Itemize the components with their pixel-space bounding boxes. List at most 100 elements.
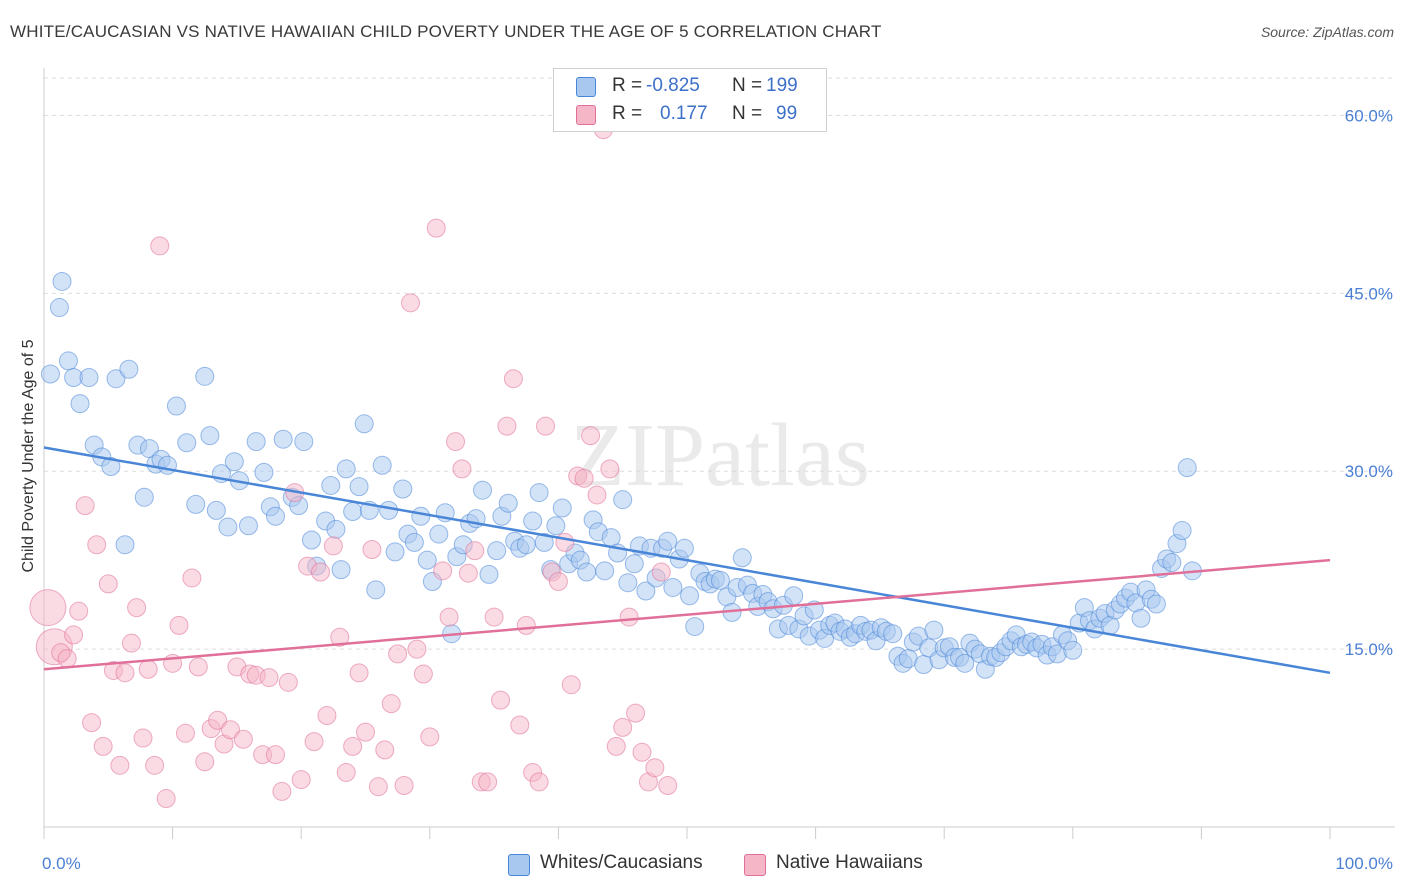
data-point <box>343 736 363 756</box>
data-point <box>574 468 594 488</box>
legend-row-hawaiians: R = 0.177 N = 99 <box>554 101 826 129</box>
data-point <box>175 723 195 743</box>
data-point <box>200 426 220 446</box>
legend-n-value: 199 <box>766 75 798 96</box>
data-point <box>150 236 170 256</box>
data-point <box>479 564 499 584</box>
data-point <box>195 752 215 772</box>
data-point <box>401 293 421 313</box>
data-point <box>336 459 356 479</box>
data-point <box>49 298 69 318</box>
data-point <box>375 740 395 760</box>
data-point <box>224 452 244 472</box>
legend-swatch-hawaiians <box>576 105 596 125</box>
data-point <box>278 672 298 692</box>
data-point <box>218 517 238 537</box>
data-point <box>354 414 374 434</box>
data-point <box>618 573 638 593</box>
legend-swatch-whites <box>576 77 596 97</box>
data-point <box>924 620 944 640</box>
data-point <box>595 561 615 581</box>
data-point <box>106 369 126 389</box>
data-point <box>439 607 459 627</box>
data-point <box>546 516 566 536</box>
data-point <box>491 690 511 710</box>
legend-row-whites: R = -0.825 N = 199 <box>554 73 826 101</box>
data-point <box>233 729 253 749</box>
data-point <box>366 580 386 600</box>
source-label: Source: ZipAtlas.com <box>1260 24 1394 40</box>
legend-r-value: 0.177 <box>660 103 708 124</box>
tick-labels: 15.0% 30.0% 45.0% 60.0% 0.0% 100.0% <box>42 106 1393 873</box>
data-point <box>385 542 405 562</box>
data-point <box>581 426 601 446</box>
data-point <box>166 396 186 416</box>
data-point <box>1162 553 1182 573</box>
data-point <box>331 560 351 580</box>
data-point <box>487 541 507 561</box>
data-point <box>1131 608 1151 628</box>
data-point <box>188 657 208 677</box>
data-point <box>685 617 705 637</box>
data-point <box>58 351 78 371</box>
legend-n-label: N = <box>732 103 763 124</box>
data-point <box>145 755 165 775</box>
data-point <box>101 456 121 476</box>
data-point <box>254 462 274 482</box>
data-point <box>69 601 89 621</box>
data-point <box>465 541 485 561</box>
data-point <box>220 720 240 740</box>
trend-line <box>43 446 1331 675</box>
data-point <box>626 703 646 723</box>
data-point <box>208 710 228 730</box>
data-point <box>186 494 206 514</box>
data-point <box>134 487 154 507</box>
data-point <box>317 706 337 726</box>
y-tick-label: 60.0% <box>1345 106 1393 125</box>
data-point <box>534 532 554 552</box>
y-tick-label: 45.0% <box>1345 284 1393 303</box>
stats-legend: R = -0.825 N = 199 R = 0.177 N = 99 <box>553 68 827 132</box>
data-point <box>79 368 99 388</box>
data-point <box>310 562 330 582</box>
data-point <box>336 762 356 782</box>
data-point <box>330 627 350 647</box>
data-point <box>93 736 113 756</box>
data-point <box>600 459 620 479</box>
data-point <box>577 562 597 582</box>
data-point <box>651 562 671 582</box>
data-point <box>169 615 189 635</box>
data-point <box>510 715 530 735</box>
trend-line <box>43 558 1331 671</box>
data-point <box>115 663 135 683</box>
data-point <box>133 728 153 748</box>
data-point <box>121 633 141 653</box>
data-point <box>619 607 639 627</box>
data-point <box>680 586 700 606</box>
data-point <box>473 480 493 500</box>
bottom-legend-swatch-hawaiians <box>744 854 766 876</box>
data-point <box>516 615 536 635</box>
trend-lines <box>43 446 1331 675</box>
data-point <box>555 532 575 552</box>
data-point <box>516 535 536 555</box>
data-point <box>1177 458 1197 478</box>
data-point <box>272 781 292 801</box>
data-point <box>645 758 665 778</box>
data-point <box>394 775 414 795</box>
data-point <box>115 535 135 555</box>
data-point <box>321 475 341 495</box>
data-point <box>523 511 543 531</box>
data-point <box>70 394 90 414</box>
data-point <box>498 493 518 513</box>
data-point <box>40 364 60 384</box>
y-tick-label: 15.0% <box>1345 640 1393 659</box>
data-point <box>29 589 67 627</box>
data-point <box>883 624 903 644</box>
data-point <box>265 745 285 765</box>
data-point <box>636 581 656 601</box>
data-point <box>393 479 413 499</box>
data-point <box>658 775 678 795</box>
data-point <box>157 455 177 475</box>
bottom-legend-label-whites: Whites/Caucasians <box>540 852 703 873</box>
